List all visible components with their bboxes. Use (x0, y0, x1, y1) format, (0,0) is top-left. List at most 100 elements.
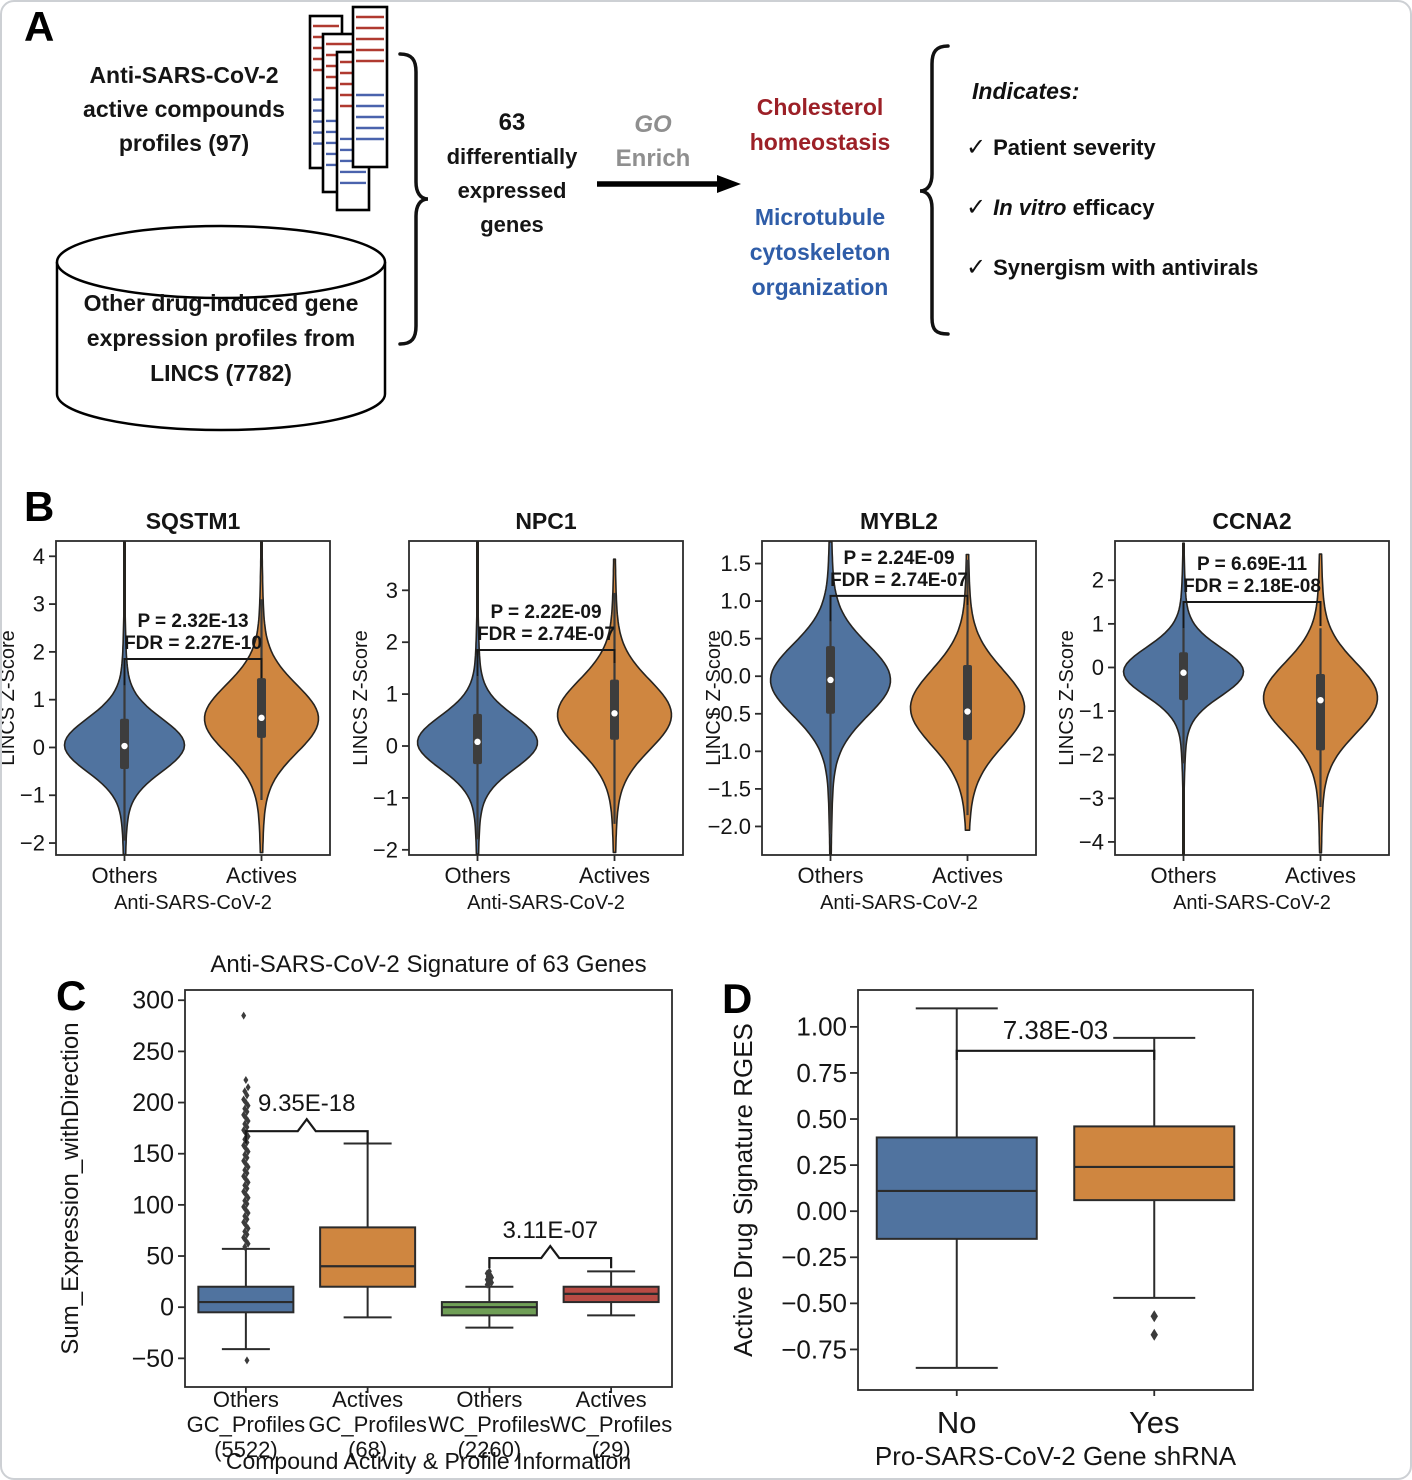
outlier-diamond (245, 1178, 251, 1187)
deg-line: genes (480, 212, 544, 237)
chart-title: NPC1 (515, 508, 577, 534)
brace-left-icon (919, 44, 950, 336)
category-label: (5522) (214, 1437, 278, 1462)
y-tick-label: 3 (33, 592, 45, 617)
compounds-line: active compounds (83, 96, 285, 122)
box-body (875, 1136, 1038, 1240)
y-axis-label: Sum_Expression_withDirection (57, 1022, 84, 1354)
violin-median-dot (1317, 696, 1324, 704)
arrow-head (717, 175, 741, 193)
y-tick-label: −0.75 (781, 1334, 847, 1364)
category-label: Actives (932, 863, 1003, 888)
outlier-diamond (244, 1153, 250, 1162)
deg-line: expressed (457, 178, 567, 203)
y-tick-label: 0.75 (796, 1058, 847, 1088)
x-axis-label: Anti-SARS-CoV-2 (114, 892, 272, 914)
item-text: efficacy (1066, 195, 1155, 220)
x-axis-label: Compound Activity & Profile Information (226, 1448, 631, 1474)
violin-iqr-box (1179, 652, 1188, 701)
database-line: LINCS (7782) (150, 360, 292, 386)
x-axis-label: Anti-SARS-CoV-2 (820, 892, 978, 914)
outlier-diamond (241, 1187, 247, 1196)
check-icon: ✓ (966, 194, 987, 221)
y-tick-label: −1 (1079, 699, 1104, 724)
go-term-line: Microtubule (754, 204, 886, 230)
category-label: GC_Profiles (187, 1412, 306, 1437)
category-label: Yes (1129, 1405, 1180, 1440)
chart-title: MYBL2 (860, 508, 938, 534)
y-tick-label: −2 (373, 837, 398, 862)
y-tick-label: −50 (132, 1345, 174, 1373)
box-body (1073, 1125, 1236, 1202)
violin-median-dot (964, 708, 971, 715)
p-value-label: P = 2.32E-13 (137, 611, 248, 632)
arrow-right-icon (597, 175, 741, 193)
y-tick-label: −1.5 (708, 776, 751, 801)
check-icon: ✓ (966, 134, 987, 161)
outlier-diamond (243, 1175, 249, 1184)
y-tick-label: −1 (373, 785, 398, 810)
violin-median-dot (474, 738, 481, 746)
category-label: (2260) (458, 1437, 522, 1462)
database-top (55, 224, 387, 300)
outlier-diamond (243, 1221, 249, 1230)
y-tick-label: 1.5 (720, 551, 751, 576)
violin-chart-sqstm1: 4 3 2 1 0 −1 −2 LINCS Z-Score SQSTM1 Others Active… (0, 508, 331, 914)
category-label: (29) (592, 1437, 631, 1462)
box-body (440, 1301, 538, 1317)
p-value-label: 3.11E-07 (502, 1217, 598, 1244)
category-label: Others (213, 1387, 279, 1412)
indicates-item-severity: ✓ Patient severity (966, 133, 1156, 162)
go-term-cholesterol: Cholesterol homeostasis (733, 90, 907, 160)
violin-median-dot (611, 710, 618, 717)
fdr-value-label: FDR = 2.74E-07 (830, 570, 968, 591)
significance-bracket (244, 1117, 369, 1144)
violin-median-dot (121, 742, 128, 750)
database-body (55, 262, 387, 432)
category-label: Actives (1285, 863, 1356, 888)
chart-title: SQSTM1 (146, 508, 241, 534)
panel-d-label: D (722, 975, 753, 1022)
p-value-label: 9.35E-18 (258, 1090, 355, 1117)
y-tick-label: 0.5 (720, 626, 751, 651)
outlier-diamond (245, 1224, 251, 1233)
compounds-line: Anti-SARS-CoV-2 (89, 62, 279, 88)
go-term-microtubule: Microtubule cytoskeleton organization (730, 200, 910, 305)
y-tick-label: −0.5 (708, 701, 751, 726)
outlier-diamond (241, 1172, 247, 1181)
brace-path (398, 52, 429, 346)
category-label: WC_Profiles (550, 1412, 672, 1437)
outlier-diamond (245, 1132, 251, 1141)
y-tick-label: 2 (1092, 568, 1104, 593)
brace-path (919, 44, 950, 336)
y-tick-label: 0 (160, 1294, 174, 1322)
outlier-diamond (243, 1159, 249, 1168)
outlier-diamond (245, 1147, 251, 1156)
deg-count: 63 (498, 109, 526, 136)
y-tick-label: 0.50 (796, 1104, 847, 1134)
go-term-line: Cholesterol (756, 94, 884, 120)
brace-right-icon (398, 52, 429, 346)
violin-iqr-box (963, 664, 972, 741)
y-tick-label: 0.0 (720, 664, 751, 689)
significance-bracket (829, 594, 969, 622)
significance-bracket (476, 648, 616, 676)
category-label: Actives (332, 1387, 403, 1412)
outlier-diamond (484, 1280, 490, 1289)
go-term-line: cytoskeleton (749, 239, 891, 265)
category-label: No (937, 1405, 977, 1440)
outlier-diamond (241, 1011, 247, 1020)
profile-card (351, 5, 389, 169)
outlier-diamond (244, 1230, 250, 1239)
category-label: Others (456, 1387, 522, 1412)
plot-border (184, 989, 673, 1388)
go-line: GO (634, 111, 672, 138)
violin-median-dot (827, 676, 834, 684)
compounds-line: profiles (97) (118, 130, 250, 156)
violin-row: 4 3 2 1 0 −1 −2 LINCS Z-Score SQSTM1 Others Active… (0, 505, 1412, 935)
significance-bracket (123, 658, 263, 686)
outlier-diamond (245, 1083, 251, 1092)
outlier-diamond (244, 1091, 250, 1100)
y-tick-label: 0.25 (796, 1150, 847, 1180)
